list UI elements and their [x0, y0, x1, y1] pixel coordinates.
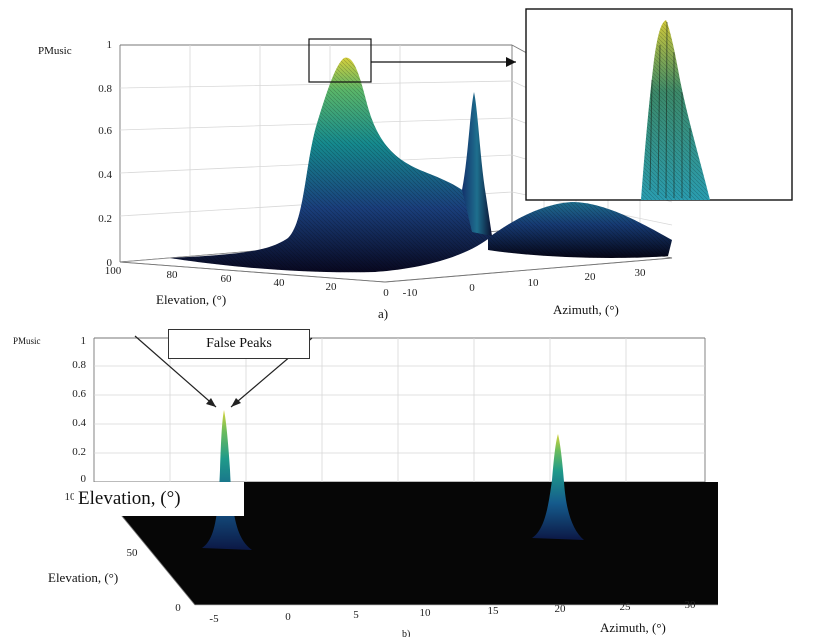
panel-b-peak-right	[532, 434, 584, 540]
az-tick: -10	[403, 287, 418, 299]
false-peaks-annotation: False Peaks	[168, 329, 310, 359]
z-tick: 0.8	[98, 83, 112, 95]
panel-a: 0 0.2 0.4 0.6 0.8 1 PMusic 100 80 60 40 …	[38, 8, 793, 321]
az-tick: 0	[285, 611, 291, 623]
z-tick: 0	[81, 473, 87, 485]
az-tick: -5	[209, 613, 219, 625]
panel-b-azimuth-axis: -5 0 5 10 15 20 25 30 Azimuth, (°)	[209, 599, 696, 635]
az-tick: 10	[420, 607, 432, 619]
z-tick: 0.6	[98, 125, 112, 137]
z-tick: 0.8	[72, 359, 86, 371]
z-tick: 0.2	[72, 446, 86, 458]
zoom-inset	[525, 8, 793, 201]
z-tick: 0	[107, 257, 113, 269]
false-peak-arrow-left	[134, 335, 217, 408]
panel-a-sharp-peak	[462, 92, 492, 236]
elevation-overlay-label: Elevation, (°)	[74, 482, 244, 516]
panel-a-azimuth-axis: -10 0 10 20 30 Azimuth, (°)	[384, 257, 673, 317]
elev-tick: 80	[167, 269, 179, 281]
az-tick: 30	[635, 267, 647, 279]
elev-tick: 50	[127, 547, 139, 559]
az-tick: 5	[353, 609, 359, 621]
elev-tick: 0	[175, 602, 181, 614]
elev-tick: 100	[105, 265, 122, 277]
z-tick: 1	[81, 335, 87, 347]
az-tick: 20	[555, 603, 567, 615]
panel-b-label: b)	[402, 629, 410, 637]
z-tick: 1	[107, 39, 113, 51]
z-axis-label: PMusic	[38, 45, 72, 57]
panel-b-back-grid	[93, 337, 706, 483]
z-tick: 0.4	[98, 169, 112, 181]
panel-b-elevation-axis: 10 50 0 Elevation, (°)	[48, 481, 196, 614]
z-tick: 0.2	[98, 213, 112, 225]
panel-a-z-axis: 0 0.2 0.4 0.6 0.8 1 PMusic	[38, 39, 113, 269]
az-tick: 0	[469, 282, 475, 294]
elevation-axis-label: Elevation, (°)	[156, 292, 226, 307]
panel-a-label: a)	[378, 306, 388, 321]
panel-b-peak-left	[202, 410, 252, 550]
elev-tick: 40	[274, 277, 286, 289]
zoom-box	[308, 38, 372, 83]
elev-tick: 60	[221, 273, 233, 285]
panel-b: 0 0.2 0.4 0.6 0.8 1 PMusic 10 50 0 Eleva…	[13, 335, 718, 637]
z-tick: 0.4	[72, 417, 86, 429]
panel-b-z-axis: 0 0.2 0.4 0.6 0.8 1 PMusic	[13, 335, 87, 485]
az-tick: 25	[620, 601, 632, 613]
az-tick: 20	[585, 271, 597, 283]
elev-tick: 0	[383, 287, 389, 299]
panel-a-elevation-axis: 100 80 60 40 20 0 Elevation, (°)	[105, 261, 389, 307]
elev-tick: 20	[326, 281, 338, 293]
az-tick: 30	[685, 599, 697, 611]
az-tick: 15	[488, 605, 500, 617]
elev-tick: 10	[65, 491, 77, 503]
azimuth-axis-label: Azimuth, (°)	[600, 620, 666, 635]
azimuth-axis-label: Azimuth, (°)	[553, 302, 619, 317]
az-tick: 10	[528, 277, 540, 289]
z-axis-label: PMusic	[13, 336, 41, 346]
z-tick: 0.6	[72, 388, 86, 400]
elevation-axis-label: Elevation, (°)	[48, 570, 118, 585]
